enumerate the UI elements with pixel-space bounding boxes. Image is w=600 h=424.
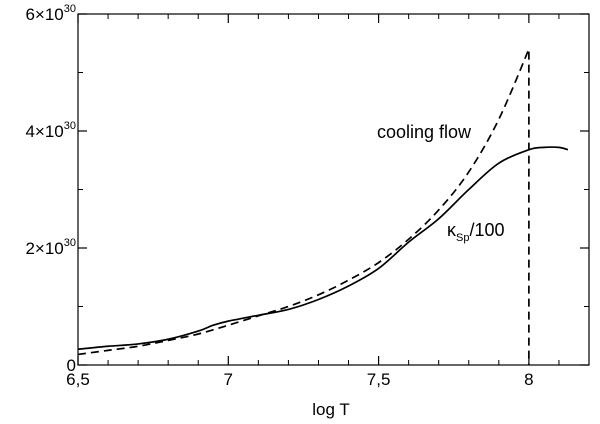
kappa-symbol: κ	[447, 220, 457, 240]
series-lines	[77, 48, 569, 365]
y-tick-mantissa: 4×10	[25, 122, 63, 141]
kappa-subscript: Sp	[456, 232, 469, 244]
axis-ticks	[77, 13, 590, 366]
y-tick-label: 0	[67, 356, 76, 375]
x-axis-title: log T	[312, 400, 350, 419]
y-tick-mantissa: 2×10	[25, 239, 63, 258]
series-line-cooling-flow	[77, 48, 530, 365]
x-tick-label: 6,5	[66, 370, 90, 389]
annotation-cooling-flow: cooling flow	[377, 122, 472, 142]
y-tick-exponent: 30	[64, 237, 76, 249]
series-line-kappa-sp	[77, 146, 569, 351]
x-tick-label: 7,5	[367, 370, 391, 389]
plot-frame	[77, 13, 590, 366]
y-tick-exponent: 30	[64, 120, 76, 132]
kappa-rest: /100	[469, 220, 504, 240]
annotation-kappa-sp: κSp/100	[447, 220, 505, 244]
y-tick-exponent: 30	[64, 3, 76, 15]
y-tick-mantissa: 6×10	[25, 5, 63, 24]
y-tick-label: 4×1030	[25, 120, 76, 141]
y-tick-label: 2×1030	[25, 237, 76, 258]
y-tick-mantissa: 0	[67, 356, 76, 375]
x-tick-label: 7	[224, 370, 233, 389]
x-tick-labels: 6,5 7 7,5 8	[66, 370, 533, 389]
x-tick-label: 8	[524, 370, 533, 389]
y-tick-label: 6×1030	[25, 3, 76, 24]
